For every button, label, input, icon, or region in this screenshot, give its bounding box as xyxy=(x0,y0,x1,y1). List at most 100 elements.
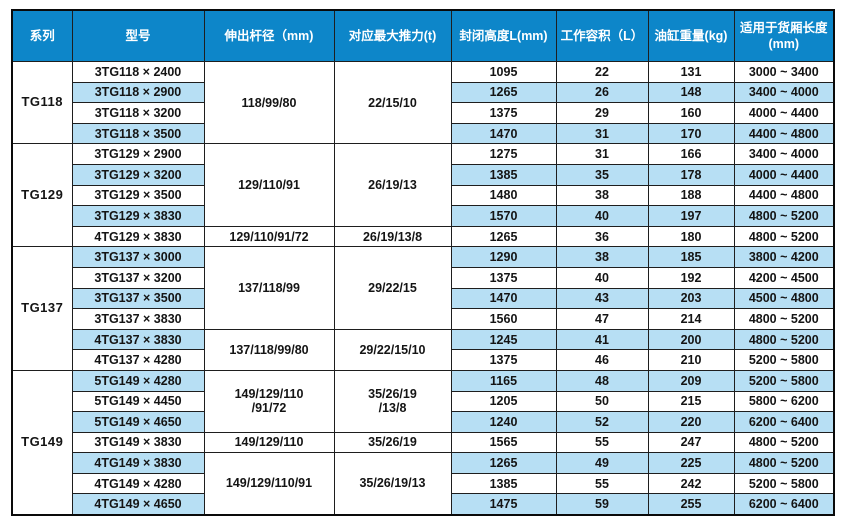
closed-height-cell: 1375 xyxy=(450,102,557,124)
series-cell: TG129 xyxy=(11,143,73,248)
closed-height-cell: 1375 xyxy=(450,349,557,371)
cylinder-spec-table: 系列 型号 伸出杆径（mm) 对应最大推力(t) 封闭高度L(mm) 工作容积（… xyxy=(11,9,835,516)
table-row: 4TG129 × 3830 129/110/91/72 26/19/13/8 1265… xyxy=(12,225,835,248)
closed-height-cell: 1385 xyxy=(450,163,557,186)
cargo-length-cell: 4800 ~ 5200 xyxy=(733,308,835,330)
cargo-length-cell: 5200 ~ 5800 xyxy=(733,472,835,495)
cylinder-weight-cell: 210 xyxy=(647,349,735,371)
rod-diameter-cell: 149/129/110/91 xyxy=(203,452,335,516)
working-volume-cell: 49 xyxy=(555,452,649,474)
model-cell: 3TG137 × 3500 xyxy=(71,287,205,310)
cargo-length-cell: 4400 ~ 4800 xyxy=(733,184,835,207)
working-volume-cell: 31 xyxy=(555,143,649,165)
model-cell: 3TG129 × 3200 xyxy=(71,163,205,186)
working-volume-cell: 29 xyxy=(555,102,649,124)
working-volume-cell: 55 xyxy=(555,431,649,454)
working-volume-cell: 48 xyxy=(555,369,649,392)
table-row: TG129 3TG129 × 2900 129/110/91 26/19/13 1275… xyxy=(11,143,835,248)
table-row: 3TG129 × 3200 1385 35 178 4000 ~ 4400 xyxy=(12,163,835,186)
rod-diameter-cell: 129/110/91/72 xyxy=(203,225,335,248)
model-cell: 4TG137 × 4280 xyxy=(71,349,205,371)
cylinder-weight-cell: 209 xyxy=(647,369,735,392)
working-volume-cell: 52 xyxy=(555,411,649,433)
max-thrust-cell: 26/19/13 xyxy=(333,143,452,227)
working-volume-cell: 59 xyxy=(555,493,649,516)
rod-diameter-cell: 118/99/80 xyxy=(203,60,335,145)
series-cell: TG118 xyxy=(11,60,73,145)
working-volume-cell: 26 xyxy=(555,81,649,104)
cargo-length-cell: 4200 ~ 4500 xyxy=(733,266,835,289)
cargo-length-cell: 4000 ~ 4400 xyxy=(733,163,835,186)
max-thrust-cell: 35/26/19/13 xyxy=(333,452,452,516)
table-row: 3TG118 × 3200 1375 29 160 4000 ~ 4400 xyxy=(12,102,835,124)
cylinder-weight-cell: 242 xyxy=(647,472,735,495)
table-row: 4TG137 × 3830 137/118/99/80 29/22/15/10 124… xyxy=(12,328,835,371)
closed-height-column-header: 封闭高度L(mm) xyxy=(450,9,557,62)
closed-height-cell: 1265 xyxy=(450,452,557,474)
cargo-length-cell: 3400 ~ 4000 xyxy=(733,81,835,104)
working-volume-cell: 38 xyxy=(555,184,649,207)
cylinder-weight-cell: 197 xyxy=(647,205,735,227)
closed-height-cell: 1560 xyxy=(450,308,557,330)
cylinder-weight-cell: 247 xyxy=(647,431,735,454)
cylinder-weight-cell: 131 xyxy=(647,61,735,83)
cylinder-weight-cell: 203 xyxy=(647,287,735,310)
closed-height-cell: 1480 xyxy=(450,184,557,207)
model-cell: 4TG129 × 3830 xyxy=(71,225,205,248)
table-row: 3TG129 × 3500 1480 38 188 4400 ~ 4800 xyxy=(12,184,835,207)
cylinder-weight-cell: 200 xyxy=(647,328,735,351)
model-cell: 3TG118 × 3200 xyxy=(71,102,205,124)
series-cell: TG137 xyxy=(11,246,73,371)
working-volume-cell: 41 xyxy=(555,328,649,351)
closed-height-cell: 1475 xyxy=(450,493,557,516)
cargo-length-column-header: 适用于货厢长度 (mm) xyxy=(733,9,835,62)
cargo-length-cell: 4800 ~ 5200 xyxy=(733,431,835,454)
cylinder-weight-cell: 215 xyxy=(647,390,735,413)
working-volume-cell: 55 xyxy=(555,472,649,495)
spec-table-body: TG118 3TG118 × 2400 118/99/80 22/15/10 1095 2… xyxy=(11,60,835,516)
table-row: 3TG137 × 3500 1470 43 203 4500 ~ 4800 xyxy=(12,287,835,310)
closed-height-cell: 1265 xyxy=(450,81,557,104)
closed-height-cell: 1375 xyxy=(450,266,557,289)
working-volume-cell: 43 xyxy=(555,287,649,310)
cargo-length-cell: 5800 ~ 6200 xyxy=(733,390,835,413)
model-cell: 5TG149 × 4450 xyxy=(71,390,205,413)
model-column-header: 型号 xyxy=(71,9,205,62)
cylinder-weight-cell: 170 xyxy=(647,122,735,145)
cylinder-weight-cell: 255 xyxy=(647,493,735,516)
working-volume-cell: 35 xyxy=(555,163,649,186)
rod-diameter-column-header: 伸出杆径（mm) xyxy=(203,9,335,62)
working-volume-cell: 22 xyxy=(555,61,649,83)
cargo-length-cell: 4800 ~ 5200 xyxy=(733,452,835,474)
working-volume-cell: 46 xyxy=(555,349,649,371)
model-cell: 3TG129 × 2900 xyxy=(71,143,205,165)
cargo-length-cell: 5200 ~ 5800 xyxy=(733,369,835,392)
max-thrust-cell: 35/26/19 /13/8 xyxy=(333,369,452,433)
closed-height-cell: 1095 xyxy=(450,61,557,83)
cargo-length-cell: 6200 ~ 6400 xyxy=(733,411,835,433)
cargo-length-cell: 3400 ~ 4000 xyxy=(733,143,835,165)
series-cell: TG149 xyxy=(11,369,73,516)
working-volume-cell: 40 xyxy=(555,205,649,227)
cylinder-weight-cell: 148 xyxy=(647,81,735,104)
closed-height-cell: 1245 xyxy=(450,328,557,351)
cylinder-weight-cell: 192 xyxy=(647,266,735,289)
cargo-length-cell: 6200 ~ 6400 xyxy=(733,493,835,516)
closed-height-cell: 1205 xyxy=(450,390,557,413)
rod-diameter-cell: 149/129/110 /91/72 xyxy=(203,369,335,433)
table-row: 3TG129 × 3830 1570 40 197 4800 ~ 5200 xyxy=(12,205,835,227)
table-row: 4TG149 × 3830 149/129/110/91 35/26/19/13 12… xyxy=(12,452,835,516)
closed-height-cell: 1470 xyxy=(450,122,557,145)
table-row: TG118 3TG118 × 2400 118/99/80 22/15/10 1095 2… xyxy=(11,60,835,145)
working-volume-cell: 36 xyxy=(555,225,649,248)
cargo-length-cell: 4000 ~ 4400 xyxy=(733,102,835,124)
model-cell: 5TG149 × 4650 xyxy=(71,411,205,433)
max-thrust-cell: 35/26/19 xyxy=(333,431,452,454)
cylinder-weight-cell: 166 xyxy=(647,143,735,165)
table-row: 3TG137 × 3200 1375 40 192 4200 ~ 4500 xyxy=(12,266,835,289)
working-volume-cell: 40 xyxy=(555,266,649,289)
table-row: 4TG137 × 4280 1375 46 210 5200 ~ 5800 xyxy=(12,349,835,371)
max-thrust-cell: 29/22/15 xyxy=(333,246,452,330)
model-cell: 3TG118 × 3500 xyxy=(71,122,205,145)
